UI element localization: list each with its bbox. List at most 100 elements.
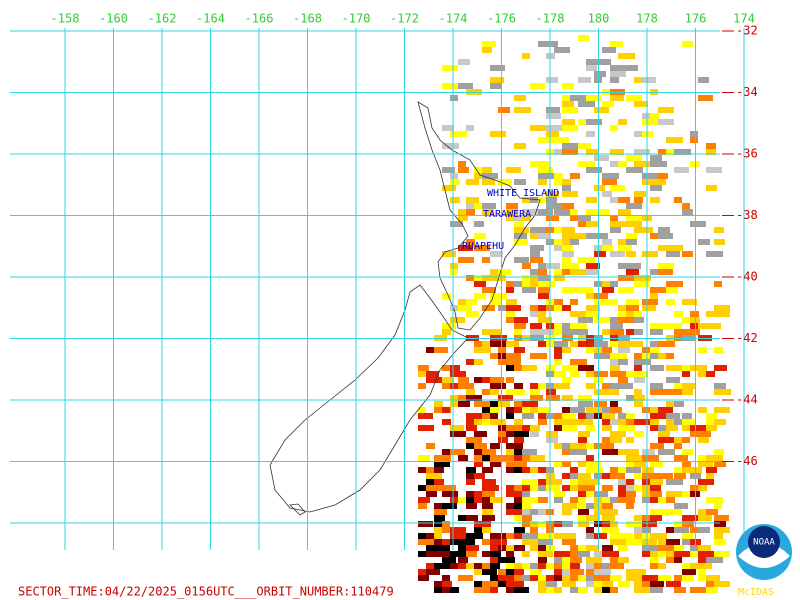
cloud-cell [522, 521, 533, 527]
cloud-cell [466, 359, 478, 365]
cloud-cell [674, 149, 691, 155]
cloud-cell [554, 551, 570, 557]
cloud-cell [418, 467, 432, 473]
cloud-cell [426, 473, 439, 479]
cloud-cell [562, 443, 570, 449]
cloud-cell [554, 323, 564, 329]
cloud-cell [474, 221, 484, 227]
cloud-cell [442, 551, 454, 557]
cloud-cell [538, 419, 547, 425]
cloud-cell [482, 497, 490, 503]
cloud-cell [650, 293, 658, 299]
cloud-cell [546, 395, 560, 401]
cloud-cell [434, 479, 444, 485]
cloud-cell [506, 425, 522, 431]
cloud-cell [530, 455, 545, 461]
cloud-cell [610, 215, 618, 221]
cloud-cell [634, 281, 649, 287]
cloud-cell [450, 563, 462, 569]
cloud-cell [466, 419, 477, 425]
cloud-cell [482, 515, 495, 521]
cloud-cell [442, 143, 459, 149]
cloud-cell [650, 563, 658, 569]
cloud-cell [586, 455, 594, 461]
cloud-cell [610, 431, 626, 437]
cloud-cell [698, 485, 707, 491]
cloud-cell [626, 485, 640, 491]
cloud-cell [530, 329, 545, 335]
cloud-cell [546, 197, 557, 203]
cloud-cell [626, 413, 635, 419]
cloud-cell [538, 125, 548, 131]
cloud-cell [634, 587, 650, 593]
longitude-label: -170 [342, 12, 371, 26]
cloud-cell [666, 377, 680, 383]
cloud-cell [602, 581, 613, 587]
cloud-cell [522, 401, 538, 407]
longitude-label: -172 [390, 12, 419, 26]
cloud-cell [514, 227, 529, 233]
cloud-cell [554, 245, 569, 251]
cloud-cell [522, 455, 537, 461]
cloud-cell [714, 455, 723, 461]
cloud-cell [514, 239, 528, 245]
cloud-cell [586, 209, 597, 215]
cloud-cell [610, 365, 620, 371]
cloud-cell [570, 371, 579, 377]
cloud-cell [562, 305, 571, 311]
cloud-cell [570, 299, 578, 305]
cloud-cell [578, 521, 589, 527]
cloud-cell [570, 467, 578, 473]
cloud-cell [610, 575, 622, 581]
cloud-cell [506, 167, 521, 173]
cloud-cell [442, 527, 450, 533]
cloud-cell [610, 71, 626, 77]
cloud-cell [602, 575, 611, 581]
cloud-cell [474, 431, 487, 437]
cloud-cell [570, 95, 586, 101]
cloud-cell [658, 473, 673, 479]
cloud-cell [586, 443, 600, 449]
cloud-cell [506, 569, 517, 575]
cloud-cell [642, 539, 657, 545]
cloud-cell [554, 173, 563, 179]
cloud-cell [522, 425, 536, 431]
cloud-cell [530, 233, 544, 239]
cloud-cell [602, 563, 614, 569]
cloud-cell [602, 587, 613, 593]
cloud-cell [634, 401, 643, 407]
cloud-cell [490, 497, 503, 503]
cloud-cell [706, 185, 717, 191]
cloud-cell [682, 563, 692, 569]
cloud-cell [714, 407, 730, 413]
cloud-cell [562, 329, 578, 335]
cloud-cell [482, 407, 490, 413]
cloud-cell [482, 389, 496, 395]
cloud-cell [482, 329, 492, 335]
cloud-cell [698, 461, 713, 467]
grid [10, 28, 745, 550]
cloud-cell [554, 413, 566, 419]
cloud-cell [586, 527, 594, 533]
cloud-cell [522, 503, 531, 509]
cloud-cell [714, 383, 726, 389]
cloud-cell [690, 311, 699, 317]
cloud-cell [514, 257, 529, 263]
cloud-cell [474, 581, 485, 587]
cloud-cell [562, 521, 573, 527]
cloud-cell [698, 455, 711, 461]
cloud-cell [610, 359, 625, 365]
cloud-cell [434, 587, 446, 593]
cloud-cell [602, 173, 619, 179]
cloud-cell [562, 425, 577, 431]
cloud-cell [666, 413, 680, 419]
cloud-cell [706, 575, 720, 581]
cloud-cell [666, 509, 682, 515]
cloud-cell [482, 179, 495, 185]
cloud-cell [466, 179, 479, 185]
cloud-cell [602, 245, 613, 251]
cloud-cell [554, 149, 565, 155]
cloud-cell [546, 563, 557, 569]
cloud-cell [554, 491, 565, 497]
cloud-cell [538, 233, 550, 239]
